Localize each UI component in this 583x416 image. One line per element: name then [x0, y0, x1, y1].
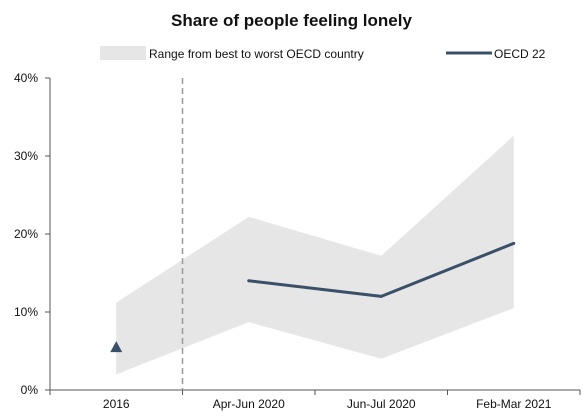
y-tick-label: 10% — [14, 305, 38, 319]
legend-range-label: Range from best to worst OECD country — [149, 47, 364, 61]
legend-line-label: OECD 22 — [494, 47, 546, 61]
y-tick-label: 40% — [14, 71, 38, 85]
marker-2016-triangle — [110, 341, 123, 353]
y-tick-label: 30% — [14, 149, 38, 163]
x-tick-label: Jun-Jul 2020 — [347, 397, 416, 411]
range-band — [116, 135, 514, 375]
legend-range-swatch — [100, 46, 146, 60]
y-tick-label: 0% — [21, 383, 39, 397]
x-tick-label: 2016 — [103, 397, 130, 411]
y-tick-label: 20% — [14, 227, 38, 241]
oecd-point — [379, 294, 383, 298]
oecd-point — [247, 279, 251, 283]
x-tick-label: Feb-Mar 2021 — [476, 397, 552, 411]
plot-area: 0% 10% 20% 30% 40% 2016 Apr-Jun 2020 Jun-Jul 20… — [14, 71, 581, 411]
legend: Range from best to worst OECD country OE… — [100, 46, 546, 61]
chart-title: Share of people feeling lonely — [171, 11, 412, 30]
x-tick-label: Apr-Jun 2020 — [213, 397, 285, 411]
oecd-point — [512, 241, 516, 245]
